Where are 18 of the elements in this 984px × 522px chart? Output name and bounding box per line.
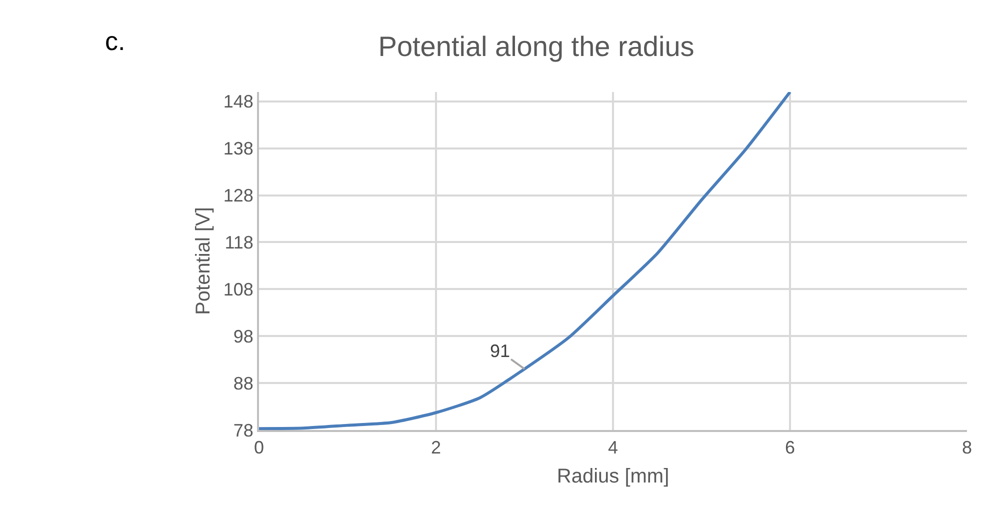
text: c. — [105, 26, 126, 56]
x-tick-label: 4 — [608, 438, 618, 458]
y-tick-label: 138 — [223, 138, 254, 159]
y-tick-label: 88 — [233, 373, 254, 394]
x-tick-label: 0 — [254, 438, 264, 458]
x-tick-label: 8 — [962, 438, 972, 458]
y-tick-label: 148 — [223, 92, 254, 112]
annotation: 91 — [490, 341, 510, 361]
y-tick-label: 98 — [233, 326, 254, 346]
y-tick-label: 108 — [223, 279, 254, 300]
x-axis-title: Radius [mm] — [556, 466, 670, 488]
y-tick-label: 118 — [224, 232, 254, 253]
chart-title: Potential along the radius — [378, 31, 694, 62]
x-tick-label: 2 — [430, 438, 442, 458]
y-tick-label: 128 — [223, 186, 254, 206]
x-tick-label: 6 — [784, 438, 796, 458]
y-tick-label: 78 — [233, 420, 254, 440]
y-axis-title: Potential [V] — [192, 207, 214, 315]
